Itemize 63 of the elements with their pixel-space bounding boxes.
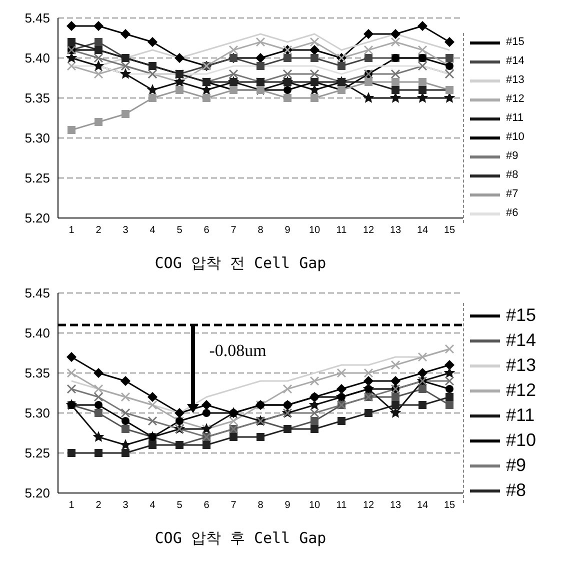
legend-label: #11 bbox=[506, 111, 524, 126]
x-tick-label: 6 bbox=[204, 225, 210, 236]
x-tick-label: 9 bbox=[284, 500, 291, 512]
legend-label: #15 bbox=[506, 304, 536, 327]
x-tick-label: 7 bbox=[230, 225, 237, 236]
text: COG 압착 후 Cell Gap bbox=[154, 529, 328, 548]
y-tick-label: 5.35 bbox=[24, 90, 50, 106]
x-tick-label: 15 bbox=[444, 225, 456, 236]
legend-label: #10 bbox=[506, 429, 536, 452]
y-tick-label: 5.45 bbox=[24, 286, 50, 301]
legend-label: #14 bbox=[506, 54, 524, 69]
x-tick-label: 5 bbox=[176, 225, 183, 236]
legend-label: #13 bbox=[506, 354, 536, 377]
x-tick-label: 13 bbox=[390, 225, 402, 236]
x-tick-label: 4 bbox=[150, 500, 156, 512]
x-tick-label: 3 bbox=[122, 500, 129, 512]
legend-label: #11 bbox=[506, 404, 535, 427]
x-tick-label: 1 bbox=[68, 500, 75, 512]
y-tick-label: 5.40 bbox=[24, 50, 50, 66]
y-tick-label: 5.30 bbox=[24, 406, 50, 421]
legend-label: #12 bbox=[506, 379, 536, 402]
y-tick-label: 5.20 bbox=[24, 486, 50, 501]
x-tick-label: 3 bbox=[122, 225, 129, 236]
x-tick-label: 13 bbox=[390, 500, 402, 512]
x-tick-label: 5 bbox=[176, 500, 183, 512]
x-tick-label: 7 bbox=[230, 500, 237, 512]
x-tick-label: 11 bbox=[336, 500, 348, 512]
legend-label: #15 bbox=[506, 35, 524, 50]
annotation: -0.08um bbox=[209, 341, 266, 361]
legend-label: #10 bbox=[506, 130, 524, 145]
y-tick-label: 5.40 bbox=[24, 326, 50, 341]
legend-label: #8 bbox=[506, 479, 526, 502]
legend-label: #7 bbox=[506, 187, 518, 202]
y-tick-label: 5.45 bbox=[24, 10, 50, 26]
x-tick-label: 12 bbox=[362, 500, 374, 512]
x-tick-label: 9 bbox=[284, 225, 291, 236]
legend-label: #12 bbox=[506, 92, 524, 107]
x-tick-label: 15 bbox=[444, 500, 456, 512]
y-tick-label: 5.25 bbox=[24, 170, 50, 186]
x-tick-label: 6 bbox=[204, 500, 210, 512]
x-tick-label: 1 bbox=[68, 225, 75, 236]
x-tick-label: 10 bbox=[308, 500, 320, 512]
x-tick-label: 11 bbox=[336, 225, 348, 236]
x-tick-label: 2 bbox=[96, 225, 102, 236]
x-tick-label: 4 bbox=[150, 225, 156, 236]
y-tick-label: 5.20 bbox=[24, 210, 50, 226]
x-tick-label: 8 bbox=[258, 500, 264, 512]
x-tick-label: 12 bbox=[362, 225, 374, 236]
legend-label: #9 bbox=[506, 149, 518, 164]
legend-label: #9 bbox=[506, 454, 526, 477]
legend-label: #14 bbox=[506, 329, 536, 352]
text: COG 압착 전 Cell Gap bbox=[154, 254, 328, 273]
y-tick-label: 5.25 bbox=[24, 446, 50, 461]
legend-label: #8 bbox=[506, 168, 518, 183]
x-tick-label: 10 bbox=[308, 225, 320, 236]
y-tick-label: 5.30 bbox=[24, 130, 50, 146]
legend-label: #6 bbox=[506, 206, 518, 221]
x-tick-label: 14 bbox=[416, 225, 428, 236]
y-tick-label: 5.35 bbox=[24, 366, 50, 381]
legend-label: #13 bbox=[506, 73, 524, 88]
x-tick-label: 8 bbox=[258, 225, 264, 236]
x-tick-label: 14 bbox=[416, 500, 428, 512]
x-tick-label: 2 bbox=[96, 500, 102, 512]
